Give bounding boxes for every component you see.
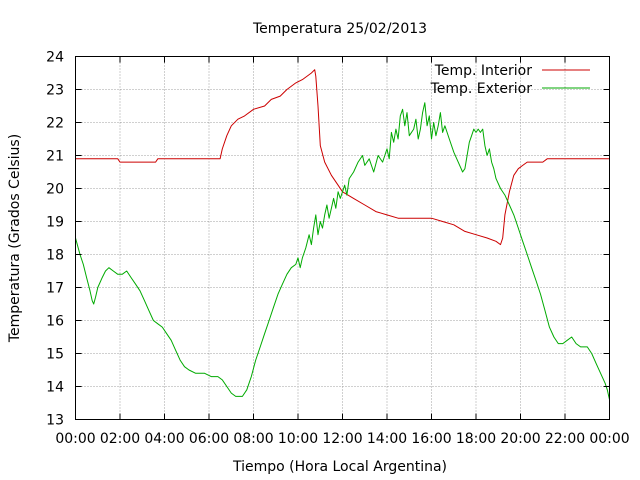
legend-label-temp-interior: Temp. Interior — [434, 63, 533, 79]
legend: Temp. Interior Temp. Exterior — [430, 63, 590, 97]
y-tick-label: 14 — [46, 380, 64, 396]
x-tick-label: 08:00 — [233, 431, 273, 447]
x-axis-label: Tiempo (Hora Local Argentina) — [232, 459, 447, 475]
x-tick-label: 10:00 — [278, 431, 318, 447]
x-tick-label: 02:00 — [100, 431, 140, 447]
chart-title: Temperatura 25/02/2013 — [252, 21, 427, 37]
y-tick-label: 20 — [46, 182, 64, 198]
x-tick-label: 06:00 — [189, 431, 229, 447]
legend-label-temp-exterior: Temp. Exterior — [430, 81, 533, 97]
y-tick-label: 16 — [46, 314, 64, 330]
y-tick-label: 22 — [46, 116, 64, 132]
y-tick-label: 18 — [46, 248, 64, 264]
x-tick-label: 00:00 — [55, 431, 95, 447]
x-tick-label: 00:00 — [589, 431, 629, 447]
y-tick-label: 24 — [46, 50, 64, 66]
x-tick-label: 04:00 — [144, 431, 184, 447]
axis-ticks: 00:00 02:00 04:00 06:00 08:00 10:00 12:00 14:00… — [46, 50, 630, 448]
x-tick-label: 18:00 — [456, 431, 496, 447]
x-tick-label: 22:00 — [545, 431, 585, 447]
x-tick-label: 12:00 — [322, 431, 362, 447]
x-tick-label: 20:00 — [500, 431, 540, 447]
y-tick-label: 13 — [46, 413, 64, 429]
y-tick-label: 21 — [46, 149, 64, 165]
y-tick-label: 19 — [46, 215, 64, 231]
x-tick-label: 14:00 — [367, 431, 407, 447]
y-tick-label: 23 — [46, 83, 64, 99]
y-axis-label: Temperatura (Grados Celsius) — [7, 134, 23, 343]
series-line-temp-interior — [75, 69, 610, 246]
grid — [75, 56, 610, 420]
y-tick-label: 17 — [46, 281, 64, 297]
y-tick-label: 15 — [46, 347, 64, 363]
series-line-temp-exterior — [75, 102, 610, 400]
series-lines — [75, 69, 610, 400]
x-tick-label: 16:00 — [411, 431, 451, 447]
